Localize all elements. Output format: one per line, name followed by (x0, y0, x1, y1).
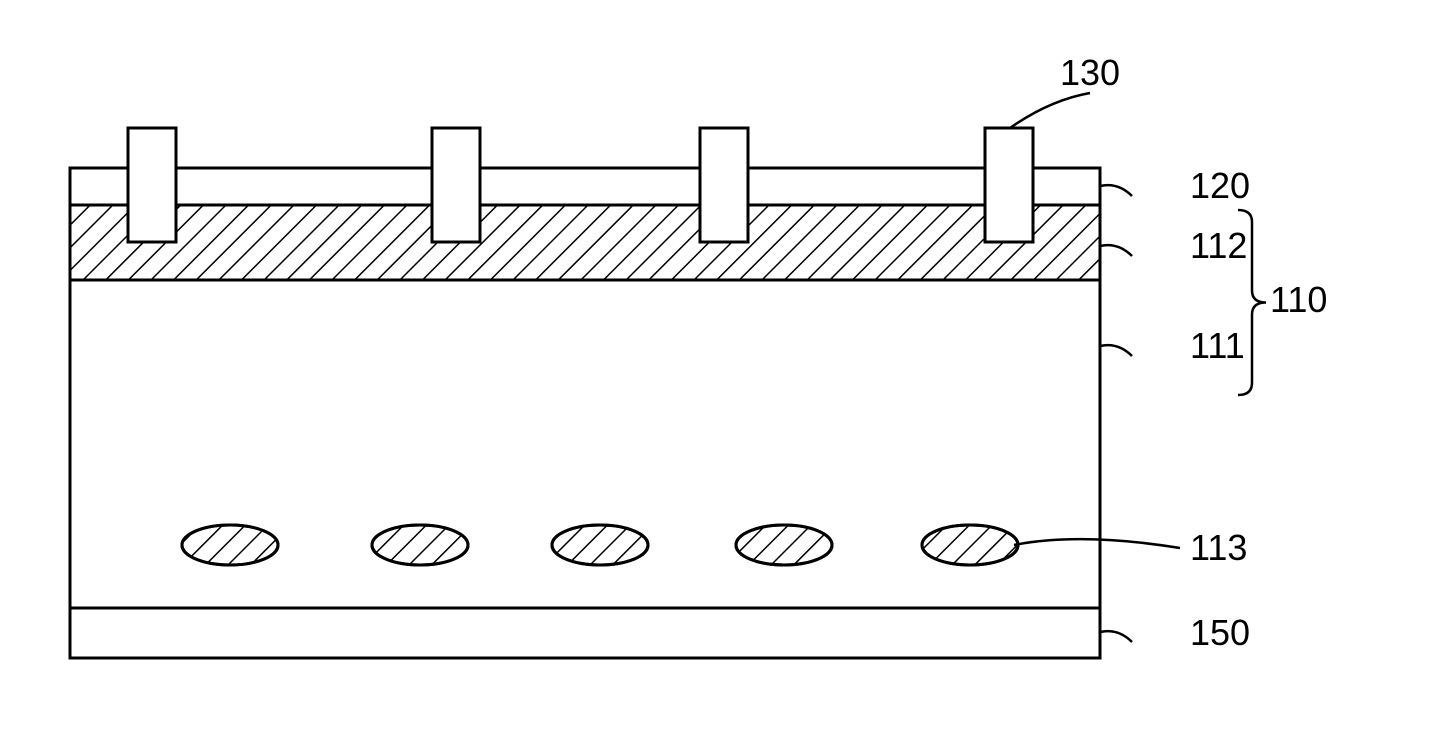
svg-text:120: 120 (1190, 165, 1250, 206)
svg-text:110: 110 (1270, 279, 1327, 320)
svg-text:113: 113 (1190, 527, 1247, 568)
svg-text:130: 130 (1060, 52, 1120, 93)
svg-text:111: 111 (1190, 325, 1245, 366)
svg-text:150: 150 (1190, 612, 1250, 653)
svg-text:112: 112 (1190, 225, 1247, 266)
